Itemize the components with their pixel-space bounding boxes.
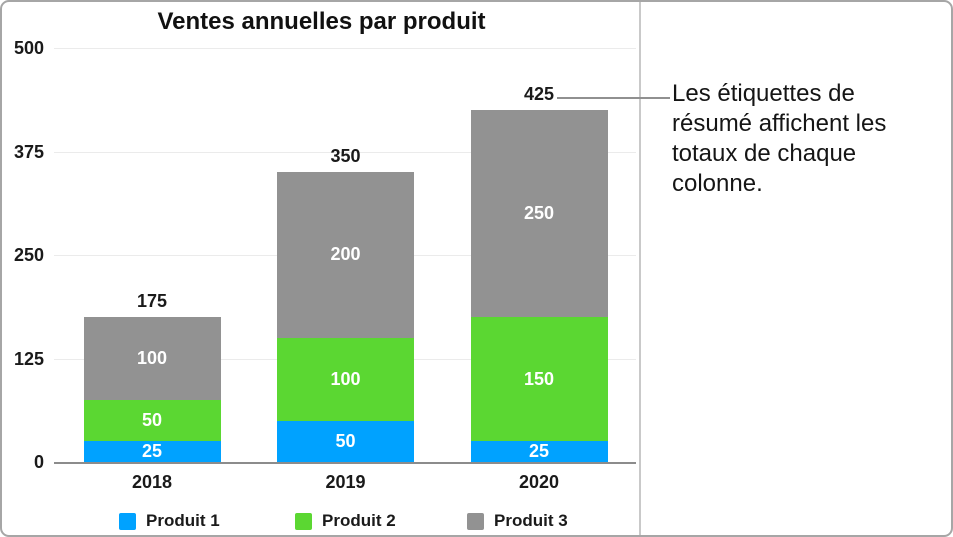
segment-value-label: 50 bbox=[335, 430, 356, 451]
bar-segment-2019-produit-2: 100 bbox=[277, 337, 414, 421]
total-label-2020: 425 bbox=[523, 84, 555, 105]
bar-segment-2019-produit-1: 50 bbox=[277, 420, 414, 462]
plot-area: 0 125 250 375 500 25 50 100 175 2018 50 100 200 350 20… bbox=[2, 2, 641, 535]
bar-segment-2018-produit-2: 50 bbox=[83, 399, 221, 442]
bar-segment-2020-produit-2: 150 bbox=[470, 317, 608, 442]
segment-value-label: 250 bbox=[523, 203, 555, 224]
y-axis-label-250: 250 bbox=[13, 245, 44, 265]
total-label-2019: 350 bbox=[330, 146, 361, 167]
gridline-375 bbox=[54, 151, 636, 153]
segment-value-label: 25 bbox=[528, 441, 550, 462]
legend-swatch bbox=[119, 512, 136, 530]
bar-segment-2018-produit-3: 100 bbox=[83, 317, 221, 400]
bar-segment-2018-produit-1: 25 bbox=[83, 441, 221, 462]
legend-entry-3: Produit 3 bbox=[467, 511, 568, 531]
legend-label: Produit 1 bbox=[146, 511, 220, 530]
y-axis-label-375: 375 bbox=[13, 141, 44, 162]
segment-value-label: 150 bbox=[523, 368, 555, 389]
y-axis-label-125: 125 bbox=[13, 348, 44, 369]
segment-value-label: 200 bbox=[330, 244, 361, 265]
bar-segment-2020-produit-3: 250 bbox=[470, 110, 608, 318]
legend-swatch bbox=[467, 512, 484, 530]
panel-divider bbox=[639, 2, 641, 535]
segment-value-label: 100 bbox=[330, 368, 361, 389]
segment-value-label: 100 bbox=[136, 347, 168, 368]
legend-swatch bbox=[295, 512, 312, 530]
bar-segment-2019-produit-3: 200 bbox=[277, 172, 414, 338]
y-axis-label-500: 500 bbox=[13, 38, 44, 58]
x-axis-label-2019: 2019 bbox=[325, 472, 366, 492]
chart-title: Ventes annuelles par produit bbox=[157, 8, 486, 35]
annotation-text: Les étiquettes de résumé affichent les t… bbox=[672, 80, 887, 197]
segment-value-label: 50 bbox=[141, 410, 163, 431]
callout-line bbox=[557, 97, 670, 99]
legend-label: Produit 2 bbox=[322, 511, 396, 530]
legend-entry-2: Produit 2 bbox=[295, 511, 396, 531]
x-axis-line bbox=[54, 462, 636, 464]
x-axis-label-2018: 2018 bbox=[131, 472, 173, 492]
gridline-500 bbox=[54, 48, 636, 49]
y-axis-label-0: 0 bbox=[33, 452, 44, 472]
legend-label: Produit 3 bbox=[494, 511, 568, 530]
chart-legend: Produit 1 Produit 2 Produit 3 bbox=[2, 511, 641, 533]
bar-segment-2020-produit-1: 25 bbox=[470, 441, 608, 462]
x-axis-label-2020: 2020 bbox=[518, 472, 560, 492]
segment-value-label: 25 bbox=[141, 441, 163, 462]
total-label-2018: 175 bbox=[136, 291, 168, 312]
legend-entry-1: Produit 1 bbox=[119, 511, 220, 531]
